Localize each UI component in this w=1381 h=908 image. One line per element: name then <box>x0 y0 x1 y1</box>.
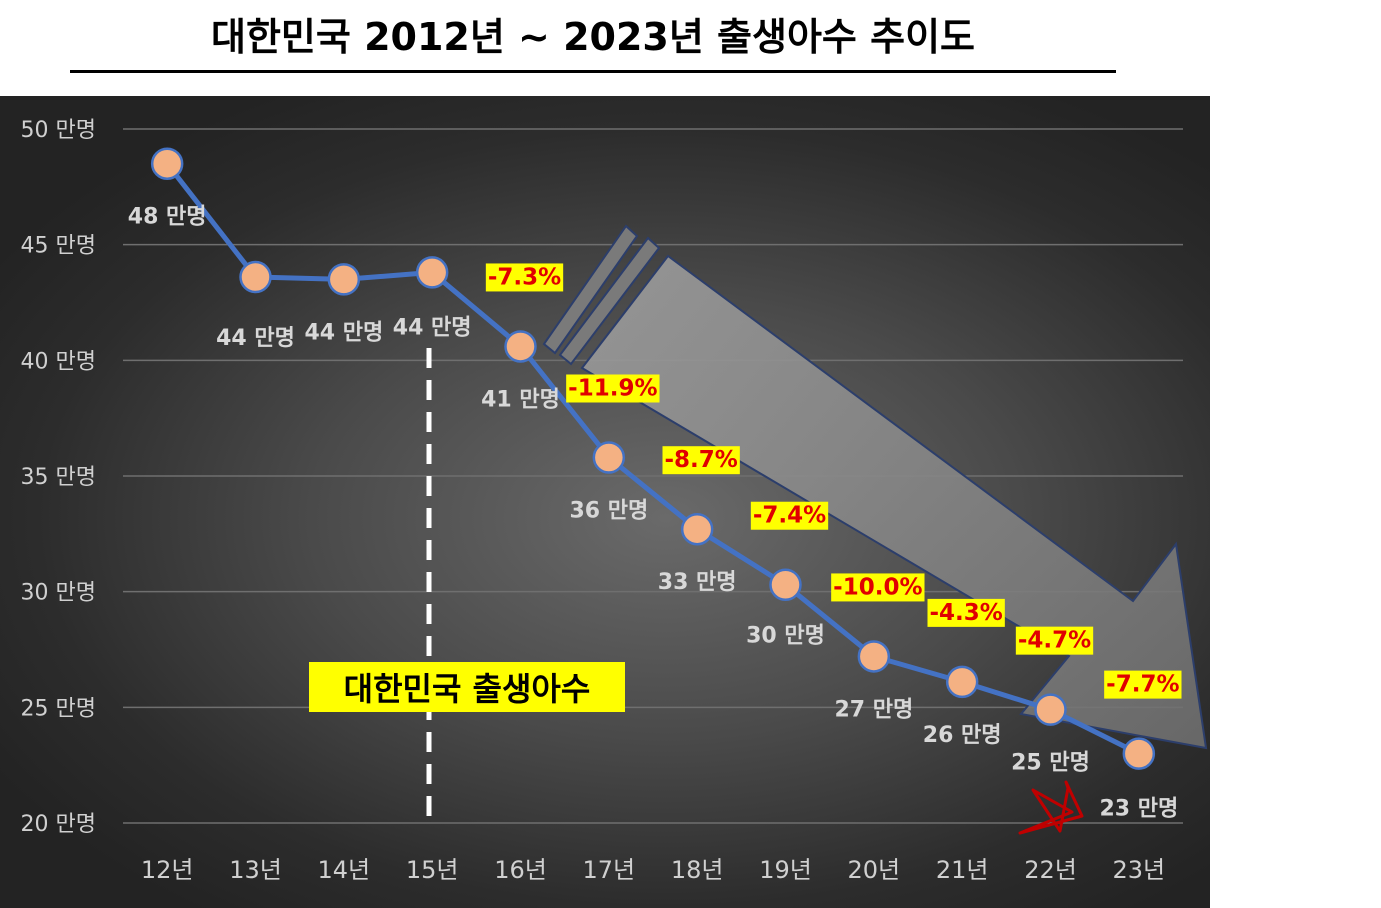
change-label-highlight <box>566 374 660 403</box>
chart-panel: 대한민국 출생아수 20 만명 25 만명 30 만명 35 만명 40 만명 45 만명… <box>0 96 1210 908</box>
y-tick-label: 30 만명 <box>21 581 96 606</box>
data-point-marker <box>945 665 979 699</box>
data-point-marker <box>1034 693 1067 726</box>
change-label-text: -11.9% <box>568 375 657 401</box>
x-tick-label: 16년 <box>494 856 547 884</box>
change-label-text: -8.7% <box>664 447 737 473</box>
change-label: -10.0% <box>831 573 925 602</box>
change-label-highlight <box>927 598 1005 627</box>
data-value-label: 25 만명 <box>1011 751 1090 776</box>
y-tick-label: 20 만명 <box>21 812 96 837</box>
data-value-label: 26 만명 <box>923 723 1002 748</box>
x-tick-label: 23년 <box>1113 856 1166 884</box>
data-value-label: 44 만명 <box>304 320 383 345</box>
birth-trend-chart: 대한민국 출생아수 20 만명 25 만명 30 만명 35 만명 40 만명 45 만명… <box>21 118 1208 884</box>
change-labels: -7.3% -11.9% -8.7% -7.4% -10.0% -4.3% -4.7% -7.… <box>485 263 1182 699</box>
data-value-label: 44 만명 <box>393 315 472 340</box>
data-value-label: 36 만명 <box>569 498 648 523</box>
data-value-label: 41 만명 <box>481 387 560 412</box>
series-name-text: 대한민국 출생아수 <box>344 670 591 708</box>
x-tick-label: 17년 <box>583 856 636 884</box>
data-point-marker <box>769 568 802 601</box>
change-label-text: -7.3% <box>488 264 561 290</box>
y-tick-label: 25 만명 <box>21 696 96 721</box>
change-label-text: -4.7% <box>1018 628 1091 654</box>
change-label-text: -7.7% <box>1106 672 1179 698</box>
change-label: -4.3% <box>927 598 1005 627</box>
data-value-label: 44 만명 <box>216 326 295 351</box>
x-tick-label: 19년 <box>759 856 812 884</box>
data-point-marker <box>239 260 272 294</box>
star-icon <box>1018 780 1084 835</box>
change-label-text: -10.0% <box>833 574 922 600</box>
change-label-highlight <box>485 263 564 292</box>
change-label: -11.9% <box>566 374 660 403</box>
data-point-marker <box>680 512 714 546</box>
y-tick-label: 35 만명 <box>21 465 96 490</box>
change-label: -7.7% <box>1104 670 1182 699</box>
x-tick-label: 13년 <box>229 856 282 884</box>
y-tick-label: 50 만명 <box>21 118 96 143</box>
y-tick-label: 45 만명 <box>21 234 96 259</box>
x-tick-label: 18년 <box>671 856 724 884</box>
data-value-label: 48 만명 <box>128 205 207 230</box>
title-underline <box>70 70 1116 73</box>
change-label-highlight <box>662 446 740 475</box>
down-right-arrow-icon <box>542 224 1208 750</box>
data-value-label: 33 만명 <box>658 570 737 595</box>
data-value-label: 23 만명 <box>1099 797 1178 822</box>
data-value-label: 30 만명 <box>746 624 825 649</box>
data-value-label: 27 만명 <box>834 697 913 722</box>
x-tick-label: 14년 <box>318 856 371 884</box>
data-point-marker <box>150 147 184 180</box>
data-point-marker <box>415 256 449 289</box>
change-label-text: -7.4% <box>753 503 826 529</box>
data-point-marker <box>857 640 891 673</box>
page-title: 대한민국 2012년 ~ 2023년 출생아수 추이도 <box>211 15 975 59</box>
change-label: -4.7% <box>1015 626 1094 655</box>
series-markers <box>150 147 1156 770</box>
change-label: -7.4% <box>750 501 829 530</box>
change-label-highlight <box>1104 670 1182 699</box>
y-axis: 20 만명 25 만명 30 만명 35 만명 40 만명 45 만명 50 만명 <box>21 118 96 837</box>
x-tick-label: 22년 <box>1024 856 1077 884</box>
change-label-highlight <box>750 501 829 530</box>
grid-layer <box>123 128 1183 824</box>
series-name-label: 대한민국 출생아수 <box>309 662 625 712</box>
data-point-marker <box>504 330 537 363</box>
change-label-highlight <box>831 573 925 602</box>
x-tick-label: 15년 <box>406 856 459 884</box>
x-tick-label: 12년 <box>141 856 194 884</box>
change-label: -8.7% <box>662 446 740 475</box>
y-tick-label: 40 만명 <box>21 349 96 374</box>
x-tick-label: 21년 <box>936 856 989 884</box>
change-label-highlight <box>1015 626 1094 655</box>
data-point-marker <box>1122 737 1156 770</box>
change-label: -7.3% <box>485 263 564 292</box>
change-label-text: -4.3% <box>929 600 1002 626</box>
data-point-marker <box>592 441 626 474</box>
data-labels: 48 만명 44 만명 44 만명 44 만명 41 만명 36 만명 33 만명 30 만명… <box>128 205 1178 822</box>
x-axis: 12년 13년 14년 15년 16년 17년 18년 19년 20년 21년 22년 23년 <box>141 856 1165 884</box>
x-tick-label: 20년 <box>848 856 901 884</box>
data-point-marker <box>327 263 361 296</box>
